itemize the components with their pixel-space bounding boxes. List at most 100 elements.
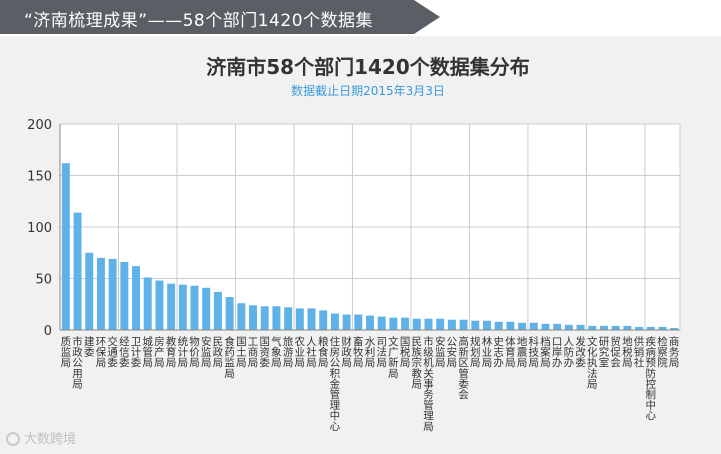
bar [190,285,199,330]
x-tick-label: 住房公积金管理中心 [330,335,341,433]
x-tick-label: 环保局 [96,336,107,369]
x-tick-label: 畜牧局 [353,335,364,369]
x-tick-label: 国土局 [236,336,247,369]
bar [260,306,269,330]
x-tick-label: 旅游局 [283,335,294,369]
bar [96,257,105,330]
bar [284,307,293,330]
x-tick-label: 口岸办 [552,336,563,369]
x-tick-label: 卫计委 [131,336,142,369]
y-tick-label: 0 [44,324,52,339]
grid [59,123,681,331]
bar [85,252,94,330]
bar [576,324,585,330]
x-tick-label: 市级机关事务管理局 [423,335,434,433]
bar [599,325,608,330]
bar [424,318,433,330]
x-tick-label: 国税局 [400,336,411,369]
bar [61,163,70,330]
x-tick-label: 人社局 [306,336,317,369]
x-tick-label: 贸促会 [610,336,621,369]
bar [635,326,644,330]
bar [471,320,480,330]
x-tick-label: 建委 [84,335,95,359]
bar [377,316,386,330]
x-tick-label: 文化执法局 [587,335,598,390]
x-tick-label: 统计局 [178,335,189,369]
bar [588,325,597,330]
bar [494,321,503,330]
x-tick-label: 房产局 [154,335,165,369]
header-bar: “济南梳理成果”——58个部门1420个数据集 [0,0,721,36]
bar [354,314,363,330]
bar [167,283,176,330]
bar [518,322,527,330]
x-tick-label: 城管局 [142,336,153,369]
bar [178,284,187,330]
x-tick-label: 人防办 [564,336,575,369]
x-tick-label: 民政局 [213,336,224,369]
bar [506,321,515,330]
bar [272,306,281,330]
bar [237,303,246,330]
chart-panel: 济南市58个部门1420个数据集分布 数据截止日期2015年3月3日 0 50 10… [0,36,721,454]
bar [389,317,398,330]
bar [319,310,328,330]
x-tick-label: 科技局 [529,335,540,369]
bar [412,318,421,330]
x-tick-label: 物价局 [189,335,200,369]
x-tick-label: 安监局 [435,335,446,369]
x-tick-label: 高新区管委会 [458,335,469,401]
x-tick-label: 供销社 [634,335,645,369]
bar [529,322,538,330]
bar [541,323,550,330]
x-tick-label: 文广新局 [388,335,399,380]
bar [249,305,257,330]
x-tick-label: 交通委 [107,335,118,369]
x-tick-label: 商务局 [669,335,680,369]
y-tick-label: 200 [27,118,52,133]
x-tick-label: 档案局 [540,335,551,369]
y-tick-label: 50 [35,273,52,288]
chart-title: 济南市58个部门1420个数据集分布 [206,55,530,79]
x-tick-label: 经信委 [119,335,130,369]
bar [623,325,632,330]
bar [553,323,562,330]
x-tick-label: 史志办 [493,336,504,369]
axes: 0 50 100 150 200 [27,118,680,339]
x-tick-label: 民族宗教局 [412,336,423,390]
x-tick-label: 规划局 [470,335,481,369]
bar [295,308,304,330]
bar [401,317,410,330]
x-tick-label: 检察院 [657,335,668,369]
bar [658,326,667,330]
x-tick-label: 工商局 [248,336,259,369]
x-tick-label: 农业局 [295,335,306,369]
bar [330,313,339,330]
bar [108,258,117,330]
bar [155,280,164,330]
bars [61,163,679,330]
bar [202,287,211,330]
x-tick-label: 质监局 [61,336,72,369]
bar [611,325,620,330]
x-tick-labels: 质监局市政公用局建委环保局交通委经信委卫计委城管局房产局教育局统计局物价局安监局… [61,335,680,433]
x-tick-label: 发改委 [575,335,586,369]
x-tick-label: 粮食局 [318,335,329,369]
x-tick-label: 地震局 [517,335,528,369]
bar [143,277,152,330]
y-tick-label: 100 [27,221,52,236]
header-tab [0,0,440,34]
x-tick-label: 食药监局 [224,335,235,380]
bar [436,318,445,330]
x-tick-label: 安监局 [201,335,212,369]
y-tick-label: 150 [27,170,52,185]
bar [225,297,234,330]
x-tick-label: 财政局 [341,335,352,369]
x-tick-label: 研究室 [599,336,610,369]
bar [132,266,141,330]
watermark-text: 大数跨境 [24,432,77,447]
x-tick-label: 地税局 [622,335,633,369]
bar [366,315,374,330]
bar [447,319,456,330]
